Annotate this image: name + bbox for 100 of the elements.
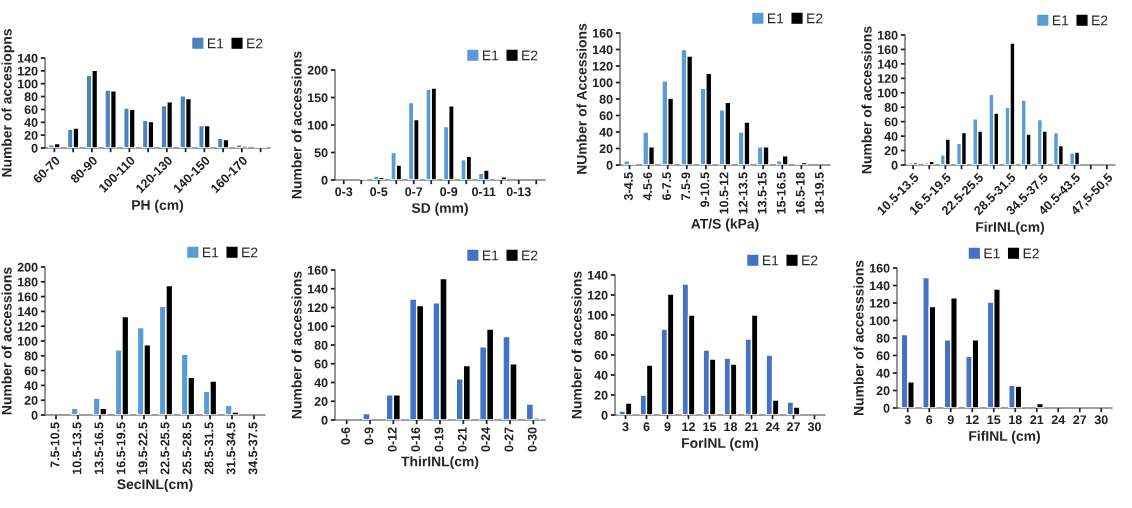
legend-label: E1 <box>984 248 1000 259</box>
y-tick-label: 0 <box>321 415 328 425</box>
y-tick-label: 40 <box>24 118 38 127</box>
x-tick-label: 13.5-15 <box>757 172 767 214</box>
x-tick-label: 3-4.5 <box>624 172 633 201</box>
y-tick-label: 60 <box>314 359 328 369</box>
x-tick-label: 21 <box>744 422 759 431</box>
y-tick-label: 20 <box>876 386 890 396</box>
y-tick-label: 0 <box>31 143 38 153</box>
x-tick-label: 0-12 <box>387 427 397 452</box>
x-tick-label: 9 <box>947 415 954 425</box>
y-tick-label: 80 <box>884 103 898 112</box>
y-tick-label: 0 <box>606 160 613 170</box>
legend-label: E1 <box>203 247 219 258</box>
x-tick-label: 31.5-34.5 <box>226 422 236 475</box>
y-tick-label: 80 <box>594 330 608 340</box>
x-tick-label: 0-9 <box>440 187 458 197</box>
x-tick-label: 21 <box>1030 415 1044 424</box>
x-tick-label: 12-13.5 <box>738 172 748 214</box>
y-tick-label: 80 <box>314 340 328 350</box>
y-tick-label: 20 <box>24 130 38 140</box>
y-tick-label: 40 <box>876 368 890 378</box>
y-tick-label: 60 <box>594 350 608 360</box>
y-tick-label: 80 <box>24 92 38 102</box>
y-tick-label: 80 <box>599 94 613 104</box>
y-tick-label: 60 <box>24 105 38 115</box>
bar <box>944 138 951 165</box>
y-tick-label: 160 <box>17 292 38 302</box>
y-axis-title: Number of accesiopns <box>1 29 15 177</box>
y-axis-title: Number of accessions <box>861 26 872 174</box>
x-axis-title: ThirINL(cm) <box>401 456 479 470</box>
x-tick-label: 30 <box>1094 415 1108 425</box>
x-axis-title: ForINL (cm) <box>682 437 759 451</box>
legend-label: E1 <box>483 250 499 261</box>
x-tick-label: 12 <box>966 415 979 424</box>
x-tick-label: 13.5-16.5 <box>94 422 104 474</box>
x-tick-label: 28.5-31.5 <box>204 422 214 475</box>
y-tick-label: 40 <box>594 370 608 380</box>
y-tick-label: 100 <box>587 310 608 320</box>
y-tick-label: 60 <box>876 351 890 361</box>
x-tick-label: 0-3 <box>335 187 353 197</box>
legend-label: E2 <box>247 38 263 49</box>
x-tick-label: 0-24 <box>481 427 491 452</box>
legend-label: E2 <box>522 250 538 261</box>
x-tick-label: 16.5-19.5 <box>116 422 126 474</box>
x-tick-label: 15 <box>703 422 717 432</box>
y-axis-title: Number of accessions <box>291 51 302 199</box>
legend-label: E1 <box>483 50 499 61</box>
x-tick-label: 0-13 <box>506 187 531 197</box>
x-tick-label: 9-10.5 <box>700 172 710 207</box>
y-tick-label: 100 <box>17 336 38 346</box>
y-tick-label: 60 <box>24 366 38 376</box>
x-tick-label: 12 <box>682 422 695 431</box>
y-tick-label: 20 <box>314 397 328 406</box>
y-tick-label: 120 <box>877 74 898 83</box>
x-tick-label: 19.5-22.5 <box>138 422 148 474</box>
y-axis-title: NUmber of Accessions <box>576 23 587 174</box>
y-tick-label: 160 <box>307 265 328 275</box>
x-tick-label: 34.5-37.5 <box>248 422 258 475</box>
x-tick-label: 18 <box>724 422 738 432</box>
y-tick-label: 140 <box>17 307 38 317</box>
x-tick-label: 15 <box>987 415 1001 425</box>
x-tick-label: 27 <box>786 422 800 431</box>
y-tick-label: 60 <box>599 111 613 121</box>
y-tick-label: 140 <box>587 270 608 280</box>
x-tick-label: 3 <box>904 415 911 425</box>
x-tick-label: 18 <box>1009 415 1022 425</box>
y-tick-label: 160 <box>592 28 613 38</box>
y-tick-label: 200 <box>17 262 38 272</box>
y-tick-label: 120 <box>307 303 328 313</box>
x-tick-label: 3 <box>622 422 629 432</box>
y-axis-title: Number of accessions <box>291 271 302 419</box>
legend-label: E2 <box>1092 15 1108 26</box>
y-axis-title: Number of accessions <box>571 271 582 419</box>
x-tick-label: 0-5 <box>370 187 388 197</box>
y-tick-label: 100 <box>877 88 898 98</box>
y-tick-label: 80 <box>876 333 890 343</box>
x-axis-title: SecINL(cm) <box>117 478 193 492</box>
x-axis-title: PH (cm) <box>132 199 184 213</box>
y-tick-label: 140 <box>307 284 328 294</box>
x-tick-label: 24 <box>765 422 780 431</box>
x-tick-label: 0-30 <box>527 427 537 452</box>
x-tick-label: 30 <box>807 422 821 432</box>
legend-label: E2 <box>807 13 823 24</box>
x-tick-label: 10.5-13.5 <box>72 422 82 474</box>
y-tick-label: 100 <box>17 79 38 89</box>
y-tick-label: 120 <box>587 290 608 300</box>
legend-label: E1 <box>768 13 784 24</box>
x-tick-label: 9 <box>664 422 671 432</box>
y-tick-label: 40 <box>314 378 328 388</box>
legend-label: E1 <box>763 255 779 266</box>
legend-label: E2 <box>802 255 818 266</box>
bar <box>1036 402 1044 408</box>
y-tick-label: 40 <box>24 381 38 391</box>
legend-label: E2 <box>522 50 538 61</box>
y-tick-label: 120 <box>869 298 890 308</box>
x-tick-label: 6 <box>926 415 933 425</box>
y-tick-label: 100 <box>307 120 328 130</box>
y-tick-label: 140 <box>877 59 898 69</box>
y-tick-label: 0 <box>31 410 38 420</box>
